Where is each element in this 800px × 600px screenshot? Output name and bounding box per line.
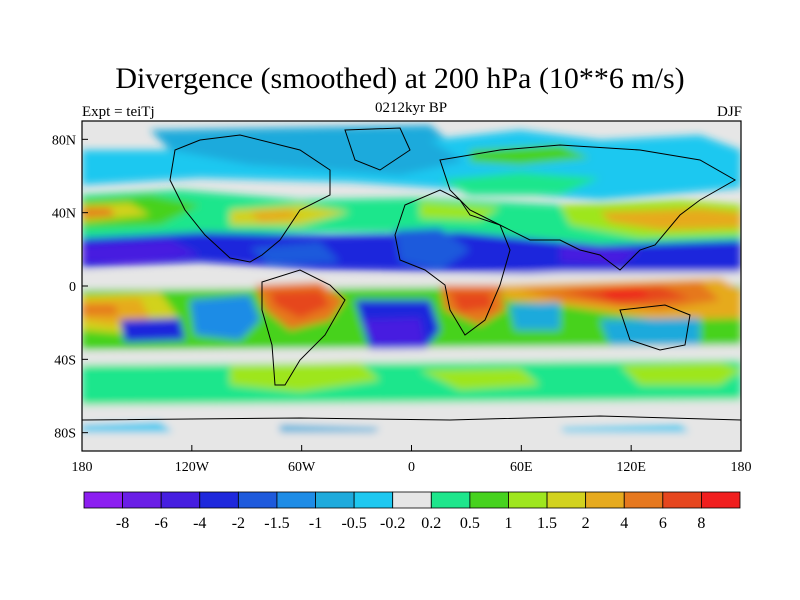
colorbar: -8 -6 -4 -2 -1.5 -1 -0.5 -0.2 0.2 0.5 1 1.5 2 4 6 8 — [83, 491, 741, 532]
lat-tick-label: 40N — [52, 207, 76, 222]
colorbar-swatch — [546, 491, 587, 509]
colorbar-label: -2 — [232, 515, 245, 532]
colorbar-label: -6 — [155, 515, 168, 532]
colorbar-label: 2 — [582, 515, 590, 532]
lat-tick-label: 40S — [54, 353, 76, 368]
colorbar-swatch — [199, 491, 239, 509]
colorbar-swatch — [662, 491, 702, 509]
colorbar-swatch — [83, 491, 123, 509]
experiment-label: Expt = teiTj — [82, 104, 155, 120]
lon-tick-label: 120W — [175, 460, 210, 475]
colorbar-swatch — [585, 491, 625, 509]
lat-tick-label: 80N — [52, 133, 76, 148]
time-label: 0212kyr BP — [374, 100, 448, 116]
colorbar-label: 0.5 — [460, 515, 480, 532]
colorbar-swatch — [508, 491, 548, 509]
colorbar-label: -1 — [309, 515, 322, 532]
colorbar-swatch — [392, 491, 432, 509]
colorbar-label: -1.5 — [264, 515, 289, 532]
colorbar-label: 1.5 — [537, 515, 557, 532]
colorbar-swatch — [469, 491, 509, 509]
lon-tick-label: 180 — [72, 460, 93, 475]
colorbar-swatch — [353, 491, 394, 509]
map-title: Divergence (smoothed) at 200 hPa (10**6 … — [115, 62, 685, 95]
lon-tick-label: 60W — [288, 460, 316, 475]
lon-tick-label: 0 — [408, 460, 415, 475]
axis-ticks: 180 120W 60W 0 60E 120E 180 80N 40N 0 40S 80S — [52, 133, 752, 475]
colorbar-label: 6 — [659, 515, 667, 532]
colorbar-label: -8 — [116, 515, 129, 532]
coastlines — [82, 127, 741, 421]
colorbar-swatch — [701, 491, 741, 509]
colorbar-swatch — [122, 491, 162, 509]
map-field — [82, 121, 741, 451]
colorbar-swatch — [237, 491, 278, 509]
colorbar-swatch — [160, 491, 201, 509]
colorbar-label: -0.5 — [341, 515, 366, 532]
colorbar-label: 4 — [620, 515, 628, 532]
lon-tick-label: 180 — [731, 460, 752, 475]
colorbar-label: 1 — [504, 515, 512, 532]
colorbar-swatch — [430, 491, 471, 509]
lon-tick-label: 60E — [510, 460, 533, 475]
lat-tick-label: 0 — [69, 280, 76, 295]
colorbar-label: -0.2 — [380, 515, 405, 532]
lat-tick-label: 80S — [54, 427, 76, 442]
colorbar-swatch — [315, 491, 355, 509]
colorbar-swatch — [623, 491, 664, 509]
colorbar-label: -4 — [193, 515, 206, 532]
lon-tick-label: 120E — [616, 460, 646, 475]
colorbar-label: 0.2 — [421, 515, 441, 532]
colorbar-swatch — [276, 491, 316, 509]
colorbar-label: 8 — [697, 515, 705, 532]
season-label: DJF — [716, 104, 742, 120]
